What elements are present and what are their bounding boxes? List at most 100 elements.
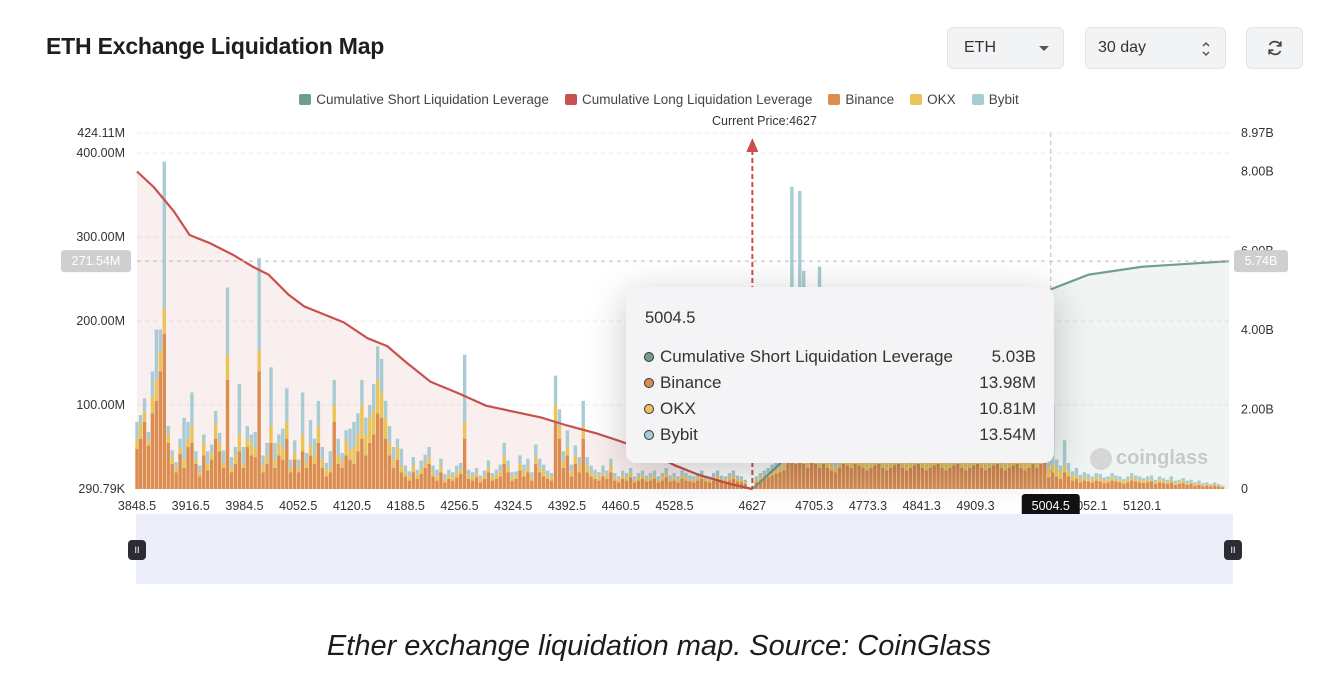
bar-okx: [833, 467, 838, 473]
bar-okx: [964, 463, 968, 471]
crosshair-right-label: 5.74B: [1245, 254, 1278, 268]
bar-binance: [837, 468, 842, 489]
x-axis-tick-label: 3848.5: [118, 499, 156, 513]
bar-okx: [999, 461, 1004, 469]
zoom-slider[interactable]: [136, 514, 1233, 584]
bar-okx: [1173, 483, 1177, 485]
bar-binance: [1130, 480, 1134, 489]
crosshair-x-label: 5004.5: [1032, 499, 1070, 513]
bar-binance: [1035, 468, 1039, 489]
bar-binance: [1118, 482, 1122, 489]
bar-okx: [1165, 482, 1170, 484]
bar-bybit: [739, 476, 743, 480]
bar-bybit: [498, 464, 502, 472]
bar-okx: [419, 468, 423, 474]
legend-item-bybit[interactable]: Bybit: [971, 92, 1019, 107]
bar-bybit: [439, 458, 443, 468]
bar-bybit: [676, 476, 680, 480]
bar-okx: [146, 440, 151, 446]
bar-okx: [1051, 463, 1055, 473]
bar-binance: [680, 478, 684, 489]
bar-bybit: [1173, 480, 1177, 484]
bar-binance: [885, 470, 889, 489]
legend-item-okx[interactable]: OKX: [910, 92, 956, 107]
legend-item-binance[interactable]: Binance: [828, 92, 894, 107]
bar-bybit: [1197, 480, 1201, 484]
bar-okx: [135, 438, 139, 449]
bar-okx: [1169, 479, 1173, 483]
bar-okx: [526, 467, 530, 473]
bar-okx: [1094, 477, 1098, 481]
bar-okx: [403, 472, 408, 477]
bar-bybit: [146, 431, 151, 441]
bar-binance: [522, 476, 526, 489]
bar-binance: [1058, 478, 1063, 489]
bar-okx: [1122, 481, 1126, 484]
refresh-button[interactable]: [1246, 27, 1303, 69]
bar-bybit: [1054, 459, 1059, 469]
bar-binance: [447, 478, 451, 489]
bar-binance: [462, 438, 467, 489]
bar-binance: [138, 438, 143, 489]
bar-binance: [202, 455, 206, 489]
bar-okx: [225, 354, 230, 380]
x-axis-tick-label: 4909.3: [956, 499, 994, 513]
bar-binance: [399, 472, 404, 489]
bar-okx: [735, 478, 740, 482]
bar-binance: [798, 455, 802, 489]
bar-binance: [991, 465, 996, 489]
legend-item-short[interactable]: Cumulative Short Liquidation Leverage: [299, 92, 549, 107]
bar-okx: [968, 461, 972, 469]
bar-binance: [617, 482, 621, 489]
bar-binance: [861, 468, 865, 489]
bar-okx: [640, 475, 645, 479]
chevron-down-icon: [1039, 46, 1049, 51]
bar-binance: [135, 448, 139, 489]
bar-binance: [1209, 486, 1213, 489]
bar-binance: [688, 481, 692, 489]
bar-okx: [1181, 480, 1185, 484]
zoom-handle-right[interactable]: II: [1224, 540, 1242, 560]
chart-legend: Cumulative Short Liquidation Leverage Cu…: [0, 92, 1318, 107]
bar-binance: [845, 465, 849, 489]
bar-bybit: [530, 472, 534, 478]
bar-bybit: [1165, 479, 1170, 483]
bar-bybit: [209, 444, 214, 453]
bar-binance: [233, 463, 238, 489]
legend-item-long[interactable]: Cumulative Long Liquidation Leverage: [564, 92, 812, 107]
bar-okx: [237, 434, 242, 452]
bar-bybit: [257, 258, 261, 351]
x-axis-tick-label: 3984.5: [225, 499, 263, 513]
bar-okx: [668, 478, 672, 482]
bar-okx: [770, 471, 774, 476]
bar-bybit: [541, 464, 546, 472]
bar-binance: [356, 451, 360, 489]
bar-okx: [648, 477, 653, 481]
bar-bybit: [688, 475, 692, 479]
bar-okx: [490, 477, 495, 481]
x-axis-tick-label: 4705.3: [795, 499, 833, 513]
bar-bybit: [1213, 482, 1217, 484]
bar-okx: [1149, 478, 1154, 482]
bar-okx: [1114, 478, 1118, 482]
bar-binance: [1098, 481, 1102, 489]
bar-binance: [1106, 482, 1110, 489]
legend-label: OKX: [927, 92, 956, 107]
bar-okx: [553, 405, 558, 422]
bar-binance: [1110, 480, 1114, 489]
bar-bybit: [194, 451, 198, 460]
bar-okx: [621, 475, 625, 479]
coin-select[interactable]: ETH: [947, 27, 1064, 69]
bar-binance: [577, 472, 581, 489]
bar-bybit: [1114, 475, 1118, 479]
bar-binance: [245, 447, 249, 489]
tooltip-row: OKX 10.81M: [644, 396, 1036, 422]
bar-bybit: [1153, 479, 1158, 483]
zoom-handle-left[interactable]: II: [128, 540, 146, 560]
bar-okx: [245, 438, 249, 448]
time-range-select[interactable]: 30 day: [1085, 27, 1226, 69]
bar-binance: [1189, 483, 1193, 489]
bar-bybit: [617, 476, 621, 480]
left-axis-tick-label: 200.00M: [76, 314, 125, 328]
bar-binance: [439, 472, 443, 489]
